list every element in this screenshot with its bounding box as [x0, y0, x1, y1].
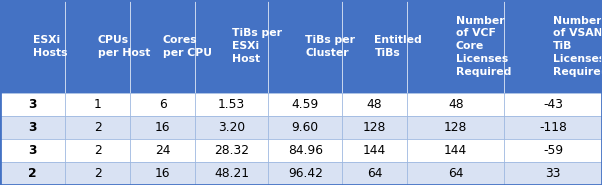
Bar	[268, 139, 342, 162]
Bar	[504, 0, 602, 92]
Text: 96.42: 96.42	[288, 167, 323, 180]
Bar	[504, 92, 602, 116]
Text: 9.60: 9.60	[291, 121, 319, 134]
Text: 144: 144	[363, 144, 386, 157]
Bar	[65, 162, 130, 185]
Text: 3: 3	[28, 121, 37, 134]
Text: 3: 3	[28, 97, 37, 111]
Text: 84.96: 84.96	[288, 144, 323, 157]
Bar	[195, 139, 268, 162]
Text: 6: 6	[159, 97, 166, 111]
Text: 48.21: 48.21	[214, 167, 249, 180]
Bar	[268, 92, 342, 116]
Text: 48: 48	[367, 97, 382, 111]
Text: 128: 128	[363, 121, 386, 134]
Bar	[504, 139, 602, 162]
Text: 4.59: 4.59	[291, 97, 319, 111]
Text: 2: 2	[94, 144, 101, 157]
Text: 1.53: 1.53	[218, 97, 246, 111]
Text: 16: 16	[155, 167, 170, 180]
Bar	[0, 92, 65, 116]
Bar	[65, 116, 130, 139]
Text: 1: 1	[94, 97, 101, 111]
Text: 64: 64	[448, 167, 464, 180]
Bar	[342, 116, 407, 139]
Bar	[268, 0, 342, 92]
Bar	[130, 0, 195, 92]
Text: Number
of VSAN
TiB
Licenses
Required: Number of VSAN TiB Licenses Required	[553, 16, 602, 77]
Text: 64: 64	[367, 167, 382, 180]
Bar	[65, 92, 130, 116]
Bar	[268, 116, 342, 139]
Bar	[130, 116, 195, 139]
Text: 2: 2	[94, 167, 101, 180]
Text: TiBs per
ESXi
Host: TiBs per ESXi Host	[232, 28, 282, 64]
Text: 16: 16	[155, 121, 170, 134]
Bar	[130, 139, 195, 162]
Bar	[0, 139, 65, 162]
Bar	[407, 92, 504, 116]
Bar	[342, 162, 407, 185]
Text: TiBs per
Cluster: TiBs per Cluster	[305, 35, 355, 58]
Bar	[407, 139, 504, 162]
Text: 33: 33	[545, 167, 561, 180]
Bar	[504, 162, 602, 185]
Bar	[342, 139, 407, 162]
Text: Entitled
TiBs: Entitled TiBs	[374, 35, 422, 58]
Text: 3: 3	[28, 144, 37, 157]
Text: 128: 128	[444, 121, 467, 134]
Text: -118: -118	[539, 121, 567, 134]
Text: 24: 24	[155, 144, 170, 157]
Text: 2: 2	[94, 121, 101, 134]
Text: ESXi
Hosts: ESXi Hosts	[33, 35, 67, 58]
Text: Cores
per CPU: Cores per CPU	[163, 35, 211, 58]
Text: -43: -43	[543, 97, 563, 111]
Bar	[0, 162, 65, 185]
Bar	[65, 139, 130, 162]
Text: -59: -59	[543, 144, 563, 157]
Bar	[342, 92, 407, 116]
Text: CPUs
per Host: CPUs per Host	[98, 35, 150, 58]
Bar	[130, 92, 195, 116]
Bar	[268, 162, 342, 185]
Bar	[195, 0, 268, 92]
Bar	[407, 162, 504, 185]
Bar	[407, 0, 504, 92]
Text: 28.32: 28.32	[214, 144, 249, 157]
Bar	[65, 0, 130, 92]
Bar	[0, 0, 65, 92]
Text: 3.20: 3.20	[218, 121, 246, 134]
Text: Number
of VCF
Core
Licenses
Required: Number of VCF Core Licenses Required	[456, 16, 511, 77]
Text: 2: 2	[28, 167, 37, 180]
Text: 48: 48	[448, 97, 464, 111]
Bar	[504, 116, 602, 139]
Bar	[130, 162, 195, 185]
Text: 144: 144	[444, 144, 467, 157]
Bar	[407, 116, 504, 139]
Bar	[0, 116, 65, 139]
Bar	[195, 162, 268, 185]
Bar	[195, 116, 268, 139]
Bar	[195, 92, 268, 116]
Bar	[342, 0, 407, 92]
